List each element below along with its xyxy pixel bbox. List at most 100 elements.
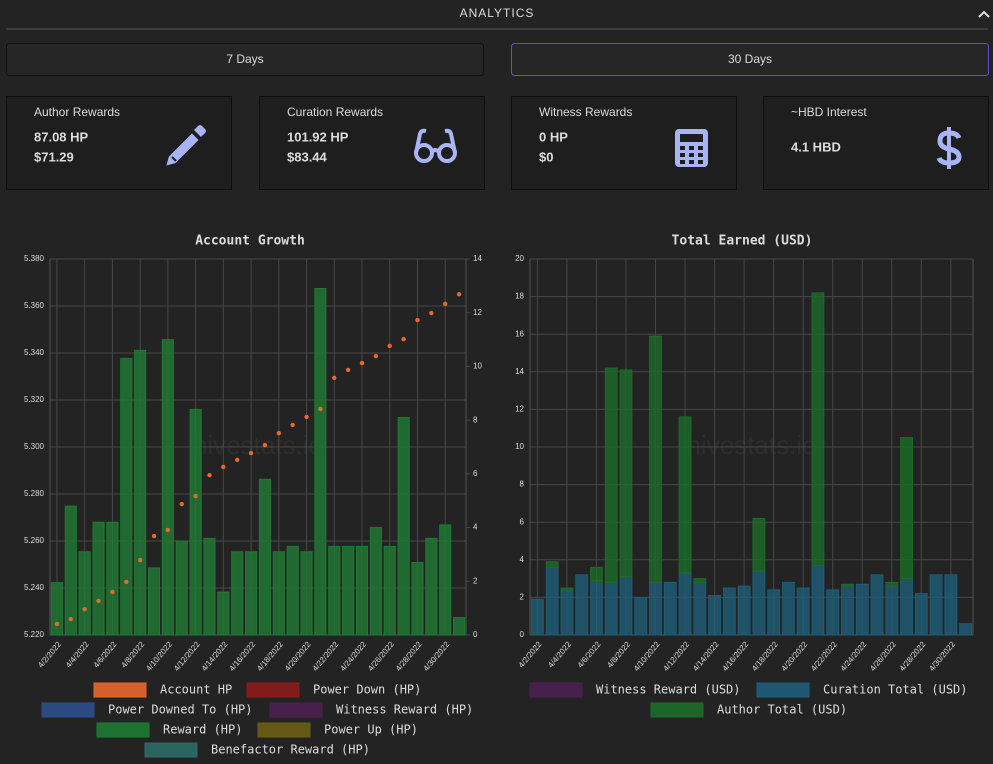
line-point (179, 501, 184, 507)
legend-swatch (93, 682, 147, 698)
bar (120, 357, 133, 636)
bar (217, 591, 230, 636)
glasses-icon (414, 128, 457, 163)
collapse-caret[interactable] (978, 10, 990, 18)
line-point (429, 310, 434, 316)
bar (752, 517, 766, 572)
bar (231, 551, 244, 636)
calc-keys (680, 146, 703, 164)
bar (841, 583, 854, 587)
pencil-shape (163, 130, 202, 169)
bar (383, 545, 396, 636)
bar (855, 583, 869, 636)
button-30-days[interactable]: 30 Days (511, 43, 989, 76)
bar (425, 537, 438, 636)
card-title: Witness Rewards (539, 105, 632, 119)
card-value: 101.92 HP (287, 129, 349, 144)
chart-title: Account Growth (195, 234, 305, 249)
card-title: Author Rewards (34, 105, 120, 119)
bar (708, 595, 721, 636)
bar (175, 540, 188, 636)
bar (147, 567, 161, 636)
bar (782, 581, 795, 636)
bar (914, 593, 928, 636)
line-point (387, 343, 392, 349)
y-tick-label: 6 (520, 517, 525, 526)
bar (678, 416, 692, 574)
bar (590, 566, 603, 581)
line-point (304, 414, 309, 420)
y-tick-label: 0 (520, 630, 525, 639)
line-point (82, 606, 87, 612)
card-value: $83.44 (287, 149, 328, 164)
bar (397, 416, 410, 636)
chart: Account Growth hivestats.io 5.220 5.240 5.26… (24, 234, 482, 758)
bar (342, 545, 355, 636)
bar (560, 587, 574, 591)
bar (272, 551, 285, 636)
bar (885, 581, 899, 587)
line-point (359, 360, 365, 366)
bar (78, 551, 91, 636)
bar (203, 537, 216, 636)
bar (355, 545, 369, 636)
line-point (373, 353, 379, 359)
line-point (96, 598, 101, 604)
y-tick-label: 16 (515, 329, 524, 338)
bar (693, 581, 707, 636)
card-title: Curation Rewards (287, 105, 383, 119)
button-label[interactable]: 30 Days (728, 52, 772, 66)
card-value: $0 (539, 149, 553, 164)
y2-tick-label: 10 (473, 362, 482, 371)
dollar-icon (936, 127, 962, 169)
y2-tick-label: 6 (473, 469, 478, 478)
bar (530, 598, 544, 636)
line-point (193, 493, 198, 499)
line-point (443, 301, 448, 307)
bar (545, 561, 559, 568)
bar (258, 478, 271, 636)
pencil-eraser (194, 125, 206, 137)
y-tick-label: 8 (520, 480, 525, 489)
button-7-days[interactable]: 7 Days (6, 43, 484, 76)
legend-label: Witness Reward (HP) (336, 703, 473, 717)
bar (161, 339, 174, 636)
line-point (345, 367, 351, 373)
card (511, 96, 737, 190)
bar (649, 335, 662, 583)
bar (314, 288, 327, 636)
bar (575, 574, 589, 636)
bar (885, 585, 899, 636)
bar (560, 589, 574, 636)
pencil-icon (163, 125, 206, 169)
calc-screen (680, 134, 703, 142)
legend-label: Power Downed To (HP) (108, 703, 253, 717)
legend-label: Power Up (HP) (324, 723, 418, 737)
legend-swatch (96, 722, 150, 738)
y-tick-label: 5.240 (24, 583, 45, 592)
bar (870, 574, 884, 636)
legend-swatch (650, 702, 704, 718)
line-point (332, 375, 337, 381)
y-tick-label: 10 (515, 442, 524, 451)
legend-swatch (269, 702, 323, 718)
legend-label: Reward (HP) (163, 723, 242, 737)
y-tick-label: 20 (515, 254, 524, 263)
line-point (137, 557, 143, 563)
bar (545, 566, 559, 636)
bar (64, 505, 77, 636)
y-tick-label: 5.280 (24, 489, 45, 498)
bar (619, 576, 633, 636)
line-point (318, 406, 323, 412)
bar (900, 437, 913, 580)
legend-label: Power Down (HP) (313, 683, 421, 697)
button-bg[interactable] (6, 43, 484, 76)
button-bg[interactable] (511, 43, 989, 76)
bar (767, 589, 781, 636)
y-tick-label: 12 (515, 405, 524, 414)
line-point (165, 527, 171, 533)
bar (678, 572, 692, 636)
button-label[interactable]: 7 Days (226, 52, 263, 66)
legend-swatch (257, 722, 311, 738)
y2-tick-label: 12 (473, 308, 482, 317)
